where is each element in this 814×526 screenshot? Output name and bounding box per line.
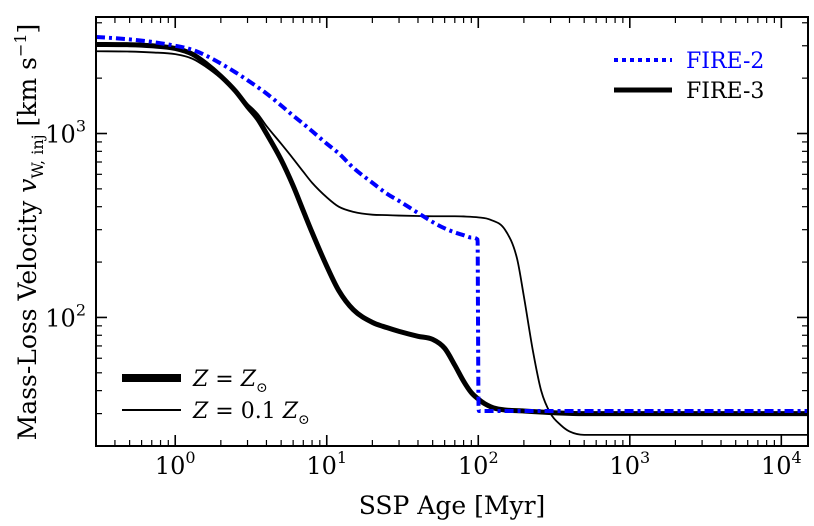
y-tick-label-exp: 2 xyxy=(76,300,86,319)
y-tick-label: 103 xyxy=(45,117,86,149)
y-axis-label-units-exp: −1 xyxy=(11,33,30,57)
legend-zsun-eq: = xyxy=(208,367,240,392)
y-axis-label-units-close: ] xyxy=(13,24,42,34)
legend-fire: FIRE-2 FIRE-3 xyxy=(614,49,764,104)
legend-zlow-coef: 0.1 xyxy=(241,399,283,424)
legend-zlow-sub: ⊙ xyxy=(298,412,310,428)
y-tick-label-base: 10 xyxy=(45,304,76,332)
legend-zlow-var: Z xyxy=(192,399,209,424)
legend-fire3-label: FIRE-3 xyxy=(686,79,764,104)
x-axis-label: SSP Age [Myr] xyxy=(359,491,546,520)
y-axis-label-main: Mass-Loss Velocity xyxy=(13,193,42,441)
x-tick-label-exp: 1 xyxy=(337,448,347,467)
y-axis-label-var: v xyxy=(13,179,42,193)
legend-zlow-eq: = xyxy=(208,399,240,424)
y-tick-label-base: 10 xyxy=(45,121,76,149)
legend-metallicity: Z = Z⊙ Z = 0.1 Z⊙ xyxy=(122,367,310,428)
x-tick-label: 100 xyxy=(155,448,196,480)
x-tick-label-base: 10 xyxy=(458,452,489,480)
legend-zsun-var: Z xyxy=(192,367,209,392)
y-axis-label: Mass-Loss Velocity vW, inj [km s−1] xyxy=(11,24,47,441)
legend-zlow-label: Z = 0.1 Z⊙ xyxy=(192,399,310,428)
x-tick-label: 101 xyxy=(306,448,347,480)
series-group xyxy=(96,34,808,436)
x-tick-label-base: 10 xyxy=(609,452,640,480)
legend-zsun-sub: ⊙ xyxy=(256,380,268,396)
legend-zsun-z: Z xyxy=(240,367,257,392)
x-tick-label-exp: 3 xyxy=(640,448,650,467)
y-tick-label-exp: 3 xyxy=(76,117,86,136)
x-tick-label: 102 xyxy=(458,448,499,480)
legend-zsun-label: Z = Z⊙ xyxy=(192,367,268,396)
y-axis-label-units-open: [km s xyxy=(13,57,42,134)
x-tick-label-exp: 4 xyxy=(791,448,801,467)
x-tick-label-exp: 2 xyxy=(488,448,498,467)
x-tick-labels: 100 101 102 103 104 xyxy=(155,448,802,480)
x-tick-label: 104 xyxy=(761,448,802,480)
x-tick-label-base: 10 xyxy=(155,452,186,480)
x-tick-label: 103 xyxy=(609,448,650,480)
legend-fire2-label: FIRE-2 xyxy=(686,49,764,74)
x-tick-label-base: 10 xyxy=(761,452,792,480)
y-axis-label-sub: W, inj xyxy=(28,134,47,178)
major-ticks xyxy=(96,17,808,446)
plot-frame xyxy=(95,16,809,447)
series-fire2-line xyxy=(96,34,808,413)
x-tick-label-exp: 0 xyxy=(185,448,195,467)
y-tick-label: 102 xyxy=(45,300,86,332)
legend-zlow-z: Z xyxy=(282,399,299,424)
x-tick-label-base: 10 xyxy=(306,452,337,480)
